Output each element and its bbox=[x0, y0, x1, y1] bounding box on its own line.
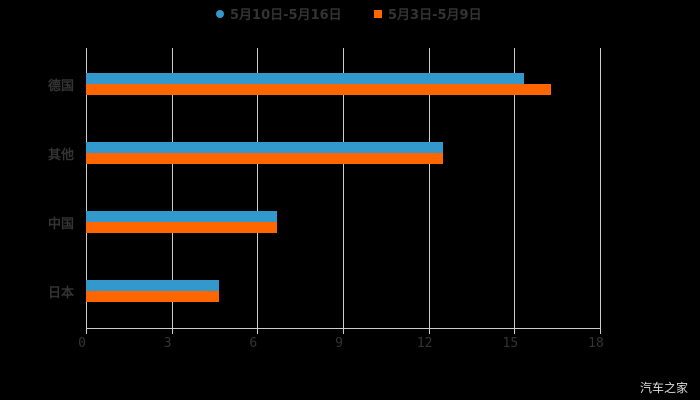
x-tick bbox=[600, 328, 601, 334]
circle-marker-icon bbox=[216, 9, 224, 18]
bar-2[interactable] bbox=[86, 222, 278, 233]
x-tick bbox=[514, 328, 516, 334]
x-tick-label: 15 bbox=[502, 336, 519, 351]
gridline bbox=[343, 48, 344, 328]
x-tick-label: 6 bbox=[249, 336, 258, 351]
bar-2[interactable] bbox=[86, 291, 219, 302]
category-label: 其他 bbox=[48, 148, 75, 163]
legend: 5月10日-5月16日 5月3日-5月9日 bbox=[0, 4, 700, 24]
legend-item-series-1[interactable]: 5月10日-5月16日 bbox=[216, 4, 342, 23]
gridline bbox=[514, 48, 516, 328]
x-tick bbox=[171, 328, 173, 334]
square-marker-icon bbox=[374, 9, 382, 18]
x-tick-label: 0 bbox=[78, 336, 86, 351]
x-tick-label: 12 bbox=[416, 336, 433, 351]
gridline bbox=[428, 48, 430, 328]
plot-area bbox=[86, 48, 601, 328]
x-tick bbox=[428, 328, 430, 334]
gridline bbox=[86, 48, 87, 328]
bar-1[interactable] bbox=[86, 280, 219, 291]
legend-label: 5月3日-5月9日 bbox=[388, 8, 482, 23]
bar-2[interactable] bbox=[86, 153, 443, 164]
bar-1[interactable] bbox=[86, 211, 278, 222]
bar-2[interactable] bbox=[86, 84, 552, 95]
legend-label: 5月10日-5月16日 bbox=[230, 8, 342, 23]
gridline bbox=[171, 48, 173, 328]
bar-1[interactable] bbox=[86, 142, 443, 153]
category-label: 德国 bbox=[48, 79, 75, 94]
gridline bbox=[257, 48, 259, 328]
x-tick-label: 18 bbox=[588, 336, 604, 351]
x-tick bbox=[86, 328, 87, 334]
x-tick bbox=[343, 328, 344, 334]
gridline bbox=[600, 48, 601, 328]
legend-item-series-2[interactable]: 5月3日-5月9日 bbox=[374, 4, 482, 23]
x-tick bbox=[257, 328, 259, 334]
category-label: 中国 bbox=[48, 217, 75, 232]
x-tick-label: 3 bbox=[163, 336, 172, 351]
watermark: 汽车之家 bbox=[639, 381, 688, 395]
category-label: 日本 bbox=[48, 286, 75, 301]
x-tick-label: 9 bbox=[335, 336, 343, 351]
bar-1[interactable] bbox=[86, 73, 525, 84]
